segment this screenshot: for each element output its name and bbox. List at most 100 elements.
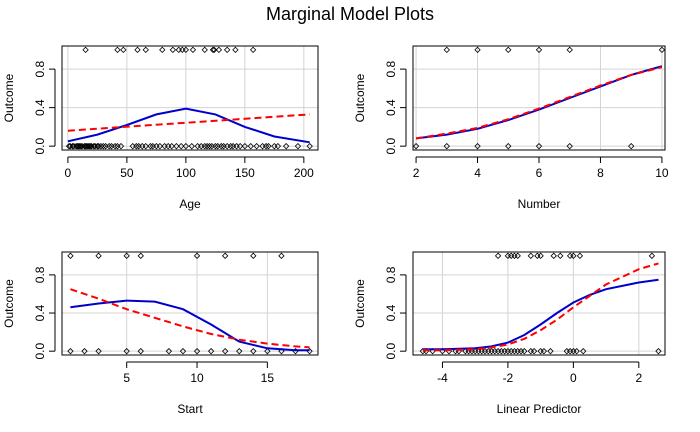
data-point xyxy=(249,46,257,54)
y-tick-label: 0.4 xyxy=(384,99,398,116)
data-point xyxy=(566,142,573,150)
data-point xyxy=(514,252,521,259)
data-point xyxy=(169,46,177,54)
data-point xyxy=(580,348,587,355)
data-point xyxy=(236,348,243,355)
data-point xyxy=(95,142,102,150)
data-point xyxy=(97,142,105,150)
data-point xyxy=(658,46,666,54)
x-axis-label: Linear Predictor xyxy=(497,402,582,416)
data-point xyxy=(134,46,141,54)
data-point xyxy=(137,348,144,355)
data-point xyxy=(535,142,543,150)
data-point xyxy=(474,46,481,54)
data-point xyxy=(133,142,140,150)
data-point xyxy=(547,348,554,355)
x-tick-label: 200 xyxy=(294,166,314,180)
data-point xyxy=(111,142,119,150)
chart-title: Marginal Model Plots xyxy=(265,4,435,24)
data-point xyxy=(123,348,130,355)
data-point xyxy=(534,252,541,259)
data-point xyxy=(100,142,107,150)
data-point xyxy=(81,348,88,355)
data-point xyxy=(474,142,481,150)
data-point xyxy=(505,142,512,150)
data-point xyxy=(265,142,272,150)
data-point xyxy=(648,252,656,259)
data-point xyxy=(264,348,271,355)
data-point xyxy=(67,348,74,355)
data-point xyxy=(189,46,197,54)
x-tick-label: 50 xyxy=(120,166,134,180)
y-tick-label: 0.8 xyxy=(384,266,398,283)
y-tick-label: 0.8 xyxy=(33,60,47,77)
x-tick-label: 8 xyxy=(597,166,604,180)
panel-1: 0 50 100 150 200 Age 0.0 0.4 0.8 Outcome xyxy=(2,45,319,211)
y-axis-label: Outcome xyxy=(353,279,367,328)
panel-3: 5 10 15 Start 0.0 0.4 0.8 Outcome xyxy=(2,251,319,416)
x-tick-label: 2 xyxy=(635,371,642,385)
x-tick-label: 150 xyxy=(235,166,255,180)
data-point xyxy=(212,142,219,150)
plot-frame xyxy=(61,45,319,151)
data-point xyxy=(508,252,515,259)
data-point xyxy=(294,142,302,150)
data-point xyxy=(95,348,102,355)
y-tick-label: 0.0 xyxy=(384,343,398,360)
data-point xyxy=(247,142,254,150)
data-point xyxy=(193,348,201,355)
plot-frame xyxy=(412,251,666,356)
y-tick-label: 0.4 xyxy=(384,304,398,321)
data-point xyxy=(521,348,528,355)
model-fit-line xyxy=(67,113,310,132)
data-point xyxy=(530,348,538,355)
data-point xyxy=(211,46,218,54)
data-point xyxy=(262,142,270,150)
data-point xyxy=(573,348,580,355)
data-point xyxy=(142,142,149,150)
data-point xyxy=(527,252,534,259)
data-point xyxy=(412,142,420,150)
data-point xyxy=(67,252,74,259)
x-tick-label: -2 xyxy=(503,371,514,385)
data-point xyxy=(628,142,635,150)
x-tick-label: 0 xyxy=(570,371,577,385)
panel-2: 2 4 6 8 10 Number 0.0 0.4 0.8 Outcome xyxy=(353,45,669,211)
x-tick-label: 2 xyxy=(413,166,420,180)
model-fit-line xyxy=(422,262,659,352)
data-point xyxy=(206,142,213,150)
data-point xyxy=(120,46,127,54)
data-point xyxy=(535,46,543,54)
data-point xyxy=(505,46,512,54)
data-point xyxy=(165,348,173,355)
x-axis-label: Start xyxy=(177,402,203,416)
data-point xyxy=(201,142,208,150)
data-point xyxy=(550,252,557,259)
plot-frame xyxy=(412,45,666,151)
y-axis-label: Outcome xyxy=(353,73,367,122)
data-point xyxy=(114,46,121,54)
y-tick-label: 0.8 xyxy=(384,60,398,77)
data-point xyxy=(566,252,574,259)
data-point xyxy=(207,348,215,355)
data-point xyxy=(570,252,577,259)
data-point xyxy=(443,142,450,150)
y-tick-label: 0.4 xyxy=(33,99,47,116)
data-point xyxy=(274,142,282,150)
data-point xyxy=(117,142,125,150)
model-fit-line xyxy=(415,66,663,140)
data-point xyxy=(173,142,180,150)
data-point xyxy=(250,348,257,355)
data-point xyxy=(223,46,231,54)
data-point xyxy=(576,252,584,259)
data-point xyxy=(511,252,518,259)
model-fit-line xyxy=(70,288,310,349)
data-point xyxy=(236,142,244,150)
data-point xyxy=(123,252,130,259)
data-point xyxy=(253,142,260,150)
data-point xyxy=(156,142,164,150)
data-point xyxy=(182,46,190,54)
data-point xyxy=(179,348,187,355)
y-tick-label: 0.0 xyxy=(33,137,47,154)
x-tick-label: -4 xyxy=(437,371,448,385)
